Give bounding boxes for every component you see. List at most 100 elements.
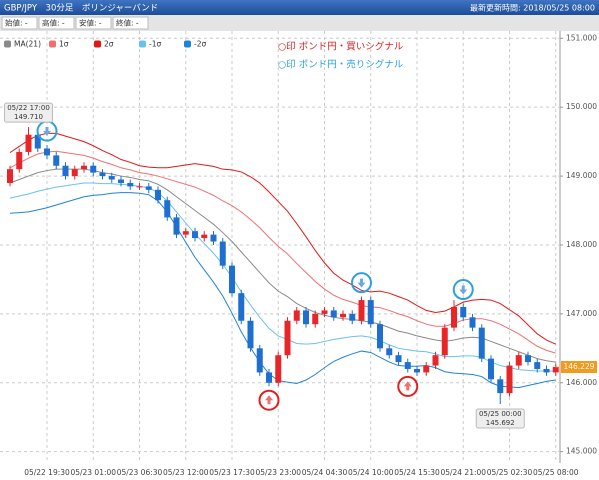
candle-body: [25, 134, 32, 152]
candle-body: [423, 365, 430, 373]
candle-body: [192, 231, 198, 239]
candle-body: [90, 165, 97, 173]
band-line: [9, 192, 556, 389]
last-price-tag: [561, 360, 597, 373]
candle-body: [478, 327, 485, 359]
x-tick-label: 05/23 17:30: [209, 468, 255, 477]
legend-label: -2σ: [194, 40, 206, 49]
band-line: [9, 168, 556, 363]
candle-body: [284, 320, 291, 356]
candle-body: [441, 327, 448, 356]
candle-body: [460, 306, 467, 318]
last-price-label: 146.229: [563, 362, 594, 371]
x-tick-label: 05/22 19:30: [24, 468, 70, 477]
candle-body: [414, 368, 420, 373]
y-tick-label: 150.000: [566, 102, 597, 111]
candle-body: [525, 355, 531, 363]
y-tick-label: 151.000: [566, 33, 597, 42]
candle-body: [330, 310, 337, 318]
candle-body: [293, 310, 300, 321]
candle-body: [506, 365, 513, 394]
y-tick-label: 147.000: [566, 309, 597, 318]
sell-signal: [351, 272, 372, 294]
candle-body: [488, 358, 494, 380]
candle-body: [349, 313, 356, 321]
candle-body: [303, 310, 309, 325]
legend-label: MA(21): [14, 40, 41, 49]
legend-swatch: [94, 40, 101, 48]
signal-arrow: [265, 395, 273, 405]
candle-body: [312, 313, 319, 325]
y-tick-label: 148.000: [566, 240, 597, 249]
candle-body: [164, 200, 171, 218]
candle-body: [404, 362, 411, 369]
candle-body: [229, 265, 235, 294]
candle-body: [210, 234, 217, 242]
candle-body: [182, 231, 189, 235]
x-tick-label: 05/24 04:30: [302, 468, 348, 477]
info-box: [38, 16, 75, 30]
info-label: 終値: -: [116, 18, 139, 28]
signal-arrow: [357, 278, 366, 288]
info-label: 高値: -: [42, 18, 65, 28]
x-tick-label: 05/23 12:00: [163, 468, 209, 477]
candle-body: [108, 176, 115, 180]
y-tick-label: 149.000: [566, 171, 597, 180]
x-tick-label: 05/25 02:30: [487, 468, 533, 477]
signal-ring: [397, 375, 419, 397]
x-tick-label: 05/23 01:00: [70, 468, 116, 477]
info-label: 安値: -: [79, 18, 102, 28]
legend-label: 1σ: [59, 40, 69, 49]
plot-area: [0, 31, 560, 463]
x-tick-label: 05/23 06:30: [117, 468, 163, 477]
update-time: 最新更新時間: 2018/05/25 08:00: [470, 3, 595, 13]
signal-arrow: [43, 127, 51, 137]
candle-body: [497, 379, 504, 394]
candle-body: [552, 366, 559, 373]
band-line: [9, 132, 556, 345]
price-note-box: [4, 102, 53, 123]
signal-note: ○印 ポンド円・売りシグナル: [278, 59, 404, 71]
candle-body: [377, 324, 383, 349]
candle-body: [321, 310, 328, 314]
chart-title: GBP/JPY 30分足 ボリンジャーバンド: [4, 4, 158, 14]
buy-signal: [397, 375, 419, 397]
signal-ring: [351, 272, 372, 294]
candle-body: [340, 313, 346, 318]
band-line: [9, 150, 556, 354]
candle-body: [219, 241, 226, 266]
info-label: 始値: -: [5, 18, 28, 28]
info-box: [75, 16, 112, 30]
price-note-time: 05/22 17:00: [7, 104, 50, 112]
signal-arrow: [403, 381, 412, 391]
legend-swatch: [139, 40, 146, 48]
price-note-value: 145.692: [486, 419, 515, 427]
legend-swatch: [49, 40, 56, 48]
y-tick-label: 146.000: [566, 378, 597, 387]
x-tick-label: 05/24 10:00: [348, 468, 394, 477]
x-tick-label: 05/25 08:00: [533, 468, 579, 477]
candle-body: [238, 293, 245, 321]
candle-body: [99, 172, 106, 177]
candle-body: [16, 151, 23, 170]
y-tick-label: 145.000: [566, 447, 597, 456]
legend-swatch: [4, 40, 11, 48]
info-bar: [0, 15, 599, 31]
candle-body: [44, 148, 50, 156]
candle-body: [53, 155, 60, 166]
candle-body: [247, 320, 254, 349]
candle-body: [534, 362, 541, 369]
candle-body: [155, 189, 161, 201]
price-note-value: 149.710: [14, 113, 43, 121]
sell-signal: [452, 279, 474, 301]
signal-ring: [258, 389, 280, 411]
header-bar: [0, 0, 599, 15]
candle-body: [432, 355, 439, 366]
candle-body: [256, 348, 263, 373]
candle-body: [71, 169, 78, 177]
candle-body: [7, 169, 13, 183]
candle-body: [118, 179, 124, 183]
x-tick-label: 05/24 21:00: [440, 468, 486, 477]
candle-body: [543, 368, 550, 373]
